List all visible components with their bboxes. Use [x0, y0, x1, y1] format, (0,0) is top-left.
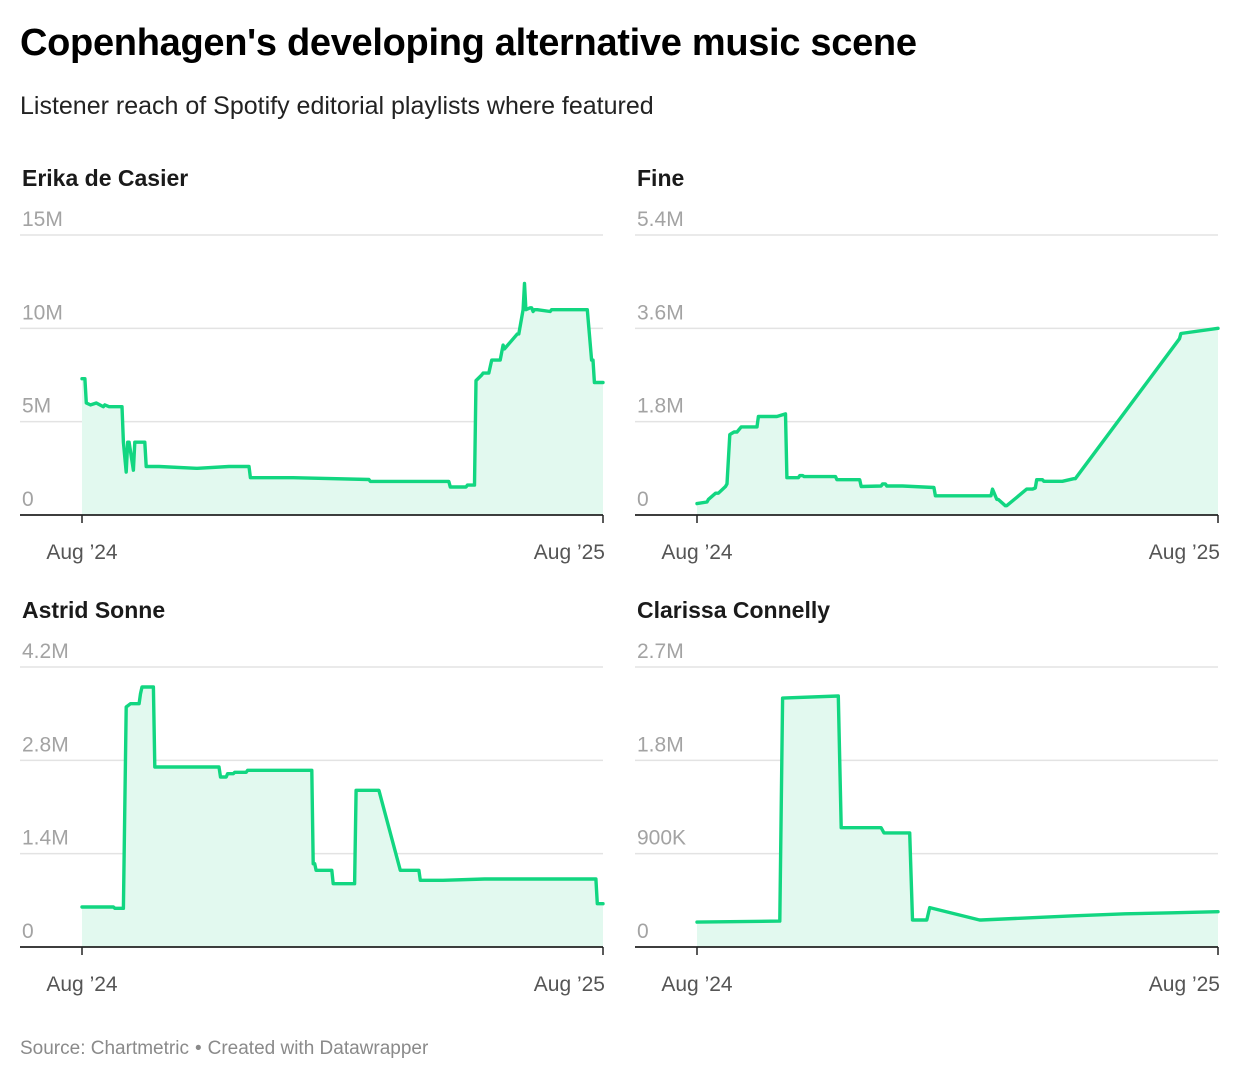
- y-tick-label: 1.8M: [637, 733, 684, 756]
- panel-title: Erika de Casier: [22, 165, 189, 191]
- chart-plot: 0 900K 1.8M 2.7M Aug ’24 Aug ’25: [635, 640, 1220, 996]
- source-link[interactable]: Source: Chartmetric: [20, 1038, 189, 1059]
- series-area: [697, 328, 1218, 515]
- panel-title: Fine: [637, 165, 685, 191]
- y-tick-label: 0: [637, 920, 649, 943]
- series-area: [82, 283, 603, 515]
- x-tick-label: Aug ’25: [534, 541, 605, 564]
- footer: Source: Chartmetric • Created with Datawra…: [20, 1038, 428, 1060]
- y-tick-label: 5M: [22, 395, 51, 418]
- series-line: [695, 694, 1220, 924]
- chart-subtitle: Listener reach of Spotify editorial play…: [20, 92, 654, 120]
- x-tick-label: Aug ’24: [661, 541, 733, 564]
- series-line: [80, 281, 605, 489]
- series-line: [695, 326, 1220, 508]
- y-tick-label: 1.4M: [22, 827, 69, 850]
- credit-link[interactable]: Created with Datawrapper: [207, 1038, 429, 1059]
- y-tick-label: 1.8M: [637, 395, 684, 418]
- panel-title: Clarissa Connelly: [637, 597, 831, 623]
- x-tick-label: Aug ’24: [46, 973, 118, 996]
- x-tick-label: Aug ’24: [46, 541, 118, 564]
- x-tick-label: Aug ’25: [534, 973, 605, 996]
- y-tick-label: 3.6M: [637, 301, 684, 324]
- x-tick-label: Aug ’25: [1149, 541, 1220, 564]
- y-tick-label: 5.4M: [637, 208, 684, 231]
- chart-title: Copenhagen's developing alternative musi…: [20, 22, 917, 64]
- chart-panel: Clarissa Connelly 0 900K 1.8M 2.7M Aug ’24 Au…: [635, 597, 1240, 1017]
- panel-title: Astrid Sonne: [22, 597, 166, 623]
- y-tick-label: 0: [22, 920, 34, 943]
- series-area: [697, 696, 1218, 947]
- footer-separator: •: [194, 1038, 202, 1059]
- chart-plot: 0 1.4M 2.8M 4.2M Aug ’24 Aug ’25: [20, 640, 605, 996]
- y-tick-label: 10M: [22, 301, 63, 324]
- y-tick-label: 2.8M: [22, 733, 69, 756]
- series-area: [82, 687, 603, 947]
- chart-plot: 0 1.8M 3.6M 5.4M Aug ’24 Aug ’25: [635, 208, 1220, 564]
- y-tick-label: 15M: [22, 208, 63, 231]
- series-line: [80, 685, 605, 910]
- chart-panel: Erika de Casier 0 5M 10M 15M Aug ’24 Aug ’25: [20, 165, 625, 585]
- y-tick-label: 0: [637, 488, 649, 511]
- x-tick-label: Aug ’24: [661, 973, 733, 996]
- y-tick-label: 2.7M: [637, 640, 684, 663]
- y-tick-label: 4.2M: [22, 640, 69, 663]
- chart-panel: Astrid Sonne 0 1.4M 2.8M 4.2M Aug ’24 Aug ’25: [20, 597, 625, 1017]
- chart-plot: 0 5M 10M 15M Aug ’24 Aug ’25: [20, 208, 605, 564]
- y-tick-label: 0: [22, 488, 34, 511]
- x-tick-label: Aug ’25: [1149, 973, 1220, 996]
- chart-panel: Fine 0 1.8M 3.6M 5.4M Aug ’24 Aug ’25: [635, 165, 1240, 585]
- y-tick-label: 900K: [637, 827, 686, 850]
